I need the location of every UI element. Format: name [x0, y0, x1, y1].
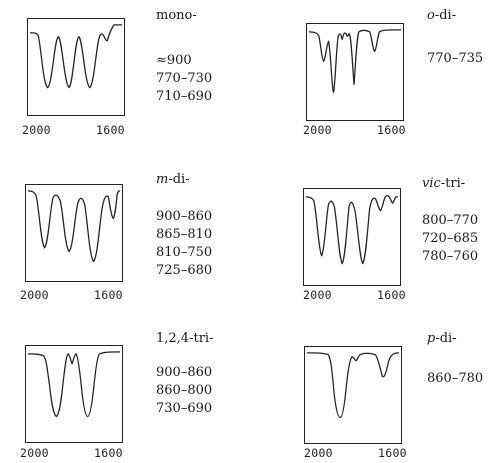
spectrum-plot-124-tri [25, 345, 123, 443]
tick-label: 2000 [303, 123, 332, 137]
tick-label: 2000 [20, 288, 49, 302]
range-value: 710–690 [156, 89, 213, 104]
tick-label: 1600 [94, 446, 123, 460]
band-ranges: 800–770 720–685 780–760 [422, 212, 478, 266]
tick-label: 2000 [304, 446, 333, 460]
spectrum-plot-mono [27, 18, 125, 116]
range-value: 770–730 [156, 71, 213, 86]
band-ranges: 860–780 [427, 370, 483, 388]
range-value: 900–860 [156, 209, 213, 224]
range-value: 730–690 [156, 401, 213, 416]
spectrum-curve-mono [29, 24, 123, 89]
tick-label: 1600 [377, 288, 406, 302]
range-value: 720–685 [422, 231, 479, 246]
spectrum-plot-vic-tri [303, 188, 401, 286]
spectrum-plot-o-di [306, 23, 404, 121]
substitution-label: p-di- [427, 331, 457, 346]
tick-label: 2000 [20, 446, 49, 460]
band-ranges: 900–860 860–800 730–690 [156, 364, 212, 418]
range-value: 800–770 [422, 213, 479, 228]
substitution-label: mono- [156, 8, 197, 23]
band-ranges: 770–735 [427, 50, 483, 68]
tick-label: 1600 [378, 446, 407, 460]
range-value: 865–810 [156, 227, 213, 242]
band-ranges: ≈900 770–730 710–690 [156, 52, 212, 106]
range-value: 860–800 [156, 383, 213, 398]
tick-label: 2000 [303, 288, 332, 302]
tick-label: 2000 [22, 123, 51, 137]
range-value: ≈900 [156, 53, 192, 68]
spectrum-curve-vic-tri [305, 194, 399, 265]
tick-label: 1600 [96, 123, 125, 137]
tick-label: 1600 [94, 288, 123, 302]
range-value: 900–860 [156, 365, 213, 380]
range-value: 725–680 [156, 263, 213, 278]
substitution-label: o-di- [427, 8, 457, 23]
range-value: 780–760 [422, 249, 479, 264]
spectrum-curve-m-di [27, 190, 121, 263]
range-value: 860–780 [427, 371, 484, 386]
band-ranges: 900–860 865–810 810–750 725–680 [156, 208, 212, 280]
spectrum-curve-p-di [306, 352, 400, 419]
tick-label: 1600 [377, 123, 406, 137]
spectrum-curve-o-di [308, 29, 402, 93]
substitution-label: 1,2,4-tri- [156, 331, 214, 346]
substitution-label: m-di- [156, 172, 190, 187]
range-value: 770–735 [427, 51, 484, 66]
spectrum-plot-p-di [304, 346, 402, 444]
spectrum-curve-124-tri [27, 351, 121, 418]
range-value: 810–750 [156, 245, 213, 260]
spectrum-plot-m-di [25, 184, 123, 282]
substitution-label: vic-tri- [422, 176, 466, 191]
